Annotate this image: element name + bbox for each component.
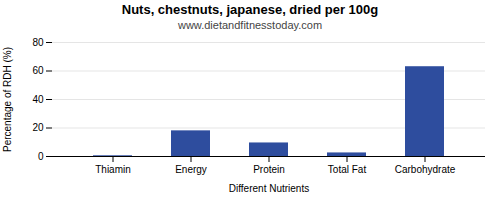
html-text:www.dietandfitnesstoday.com: www.dietandfitnesstoday.com bbox=[178, 19, 322, 31]
svg-text:Percentage of RDH (%): Percentage of RDH (%) bbox=[2, 47, 13, 152]
svg-text:Protein: Protein bbox=[253, 164, 285, 175]
html-text:Nuts, chestnuts, japanese, dri: Nuts, chestnuts, japanese, dried per 100… bbox=[121, 2, 379, 17]
svg-text:80: 80 bbox=[32, 37, 44, 48]
svg-text:40: 40 bbox=[32, 94, 44, 105]
svg-text:Thiamin: Thiamin bbox=[95, 164, 131, 175]
svg-text:Energy: Energy bbox=[175, 164, 207, 175]
svg-text:Different Nutrients: Different Nutrients bbox=[229, 183, 309, 194]
svg-text:0: 0 bbox=[38, 151, 44, 162]
svg-text:60: 60 bbox=[32, 65, 44, 76]
svg-text:20: 20 bbox=[32, 122, 44, 133]
svg-text:Total Fat: Total Fat bbox=[328, 164, 367, 175]
svg-text:Carbohydrate: Carbohydrate bbox=[395, 164, 456, 175]
